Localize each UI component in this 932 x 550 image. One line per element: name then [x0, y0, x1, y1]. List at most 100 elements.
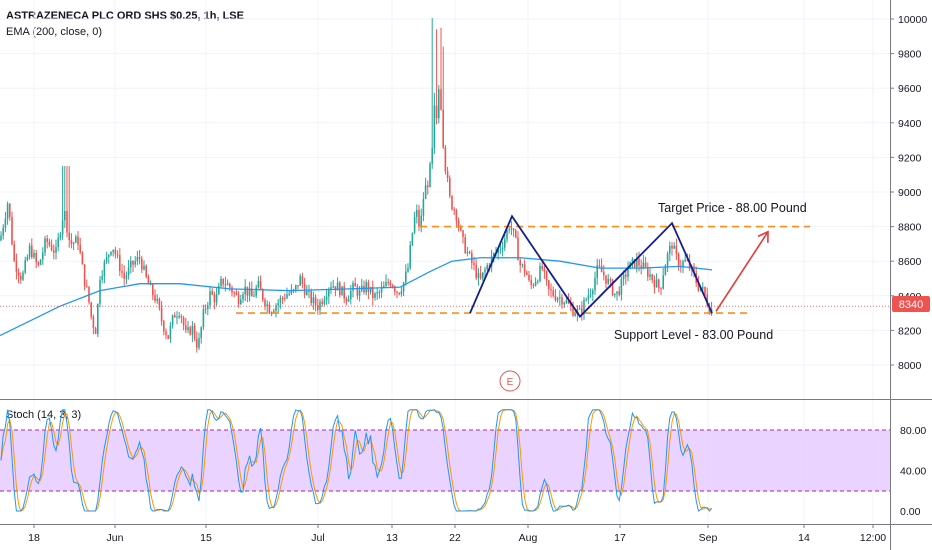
- candle-body: [101, 275, 103, 280]
- candle-body: [638, 258, 640, 266]
- candle-body: [306, 291, 308, 295]
- candle-body: [149, 284, 152, 286]
- double-top-pattern: [469, 214, 713, 318]
- candle-body: [704, 286, 706, 295]
- candle-body: [198, 338, 200, 348]
- candle-body: [578, 308, 581, 310]
- event-marker[interactable]: E: [499, 370, 521, 392]
- stoch-axis[interactable]: 80.00 40.00 0.00: [900, 425, 926, 518]
- support-level-label: Support Level - 83.00 Pound: [614, 328, 773, 342]
- candle-body: [431, 147, 433, 164]
- candle-body: [501, 247, 504, 250]
- stoch-pane: [0, 429, 890, 492]
- candle-body: [581, 308, 583, 314]
- candle-body: [697, 282, 700, 291]
- candle-body: [77, 236, 79, 245]
- candle-body: [152, 284, 154, 296]
- candle-body: [378, 292, 381, 294]
- candle-body: [433, 105, 436, 148]
- candle-body: [253, 295, 255, 297]
- projection-arrow-head: [757, 230, 769, 243]
- candle-body: [380, 287, 383, 293]
- candle-body: [416, 209, 418, 217]
- candle-body: [444, 147, 447, 172]
- candle-body: [603, 272, 605, 276]
- price-tick-label: 8000: [898, 360, 922, 372]
- candle-body: [510, 228, 513, 230]
- candle-body: [20, 275, 22, 280]
- current-price-tag: 8340: [892, 296, 930, 312]
- candle-body: [127, 267, 130, 276]
- candle-body: [508, 229, 510, 231]
- time-tick-label: 12:00: [860, 532, 886, 544]
- candle-body: [143, 265, 145, 270]
- candle-body: [468, 251, 471, 253]
- candle-body: [297, 285, 299, 287]
- candle-body: [6, 203, 9, 219]
- candle-body: [528, 274, 530, 281]
- candle-body: [451, 195, 453, 210]
- candle-body: [288, 293, 290, 295]
- candle-body: [479, 273, 482, 279]
- candle-body: [706, 294, 708, 306]
- candle-body: [506, 230, 508, 240]
- candle-body: [158, 298, 161, 309]
- candle-body: [693, 266, 695, 274]
- candle-body: [347, 299, 350, 302]
- candle-body: [523, 264, 526, 273]
- time-tick-label: Jun: [107, 532, 124, 544]
- candle-body: [303, 284, 306, 295]
- event-marker-label: E: [507, 377, 514, 388]
- candle-body: [264, 299, 266, 307]
- price-tick-label: 8800: [898, 222, 922, 234]
- candle-body: [424, 185, 427, 199]
- candle-body: [422, 198, 425, 216]
- price-tick-label: 9400: [898, 118, 922, 130]
- candle-body: [130, 260, 132, 268]
- time-axis[interactable]: 18 Jun 15 Jul 13 22 Aug 17 Sep 14 12:00: [28, 524, 886, 544]
- candle-body: [50, 245, 53, 251]
- time-tick-label: 15: [200, 532, 212, 544]
- candle-body: [64, 211, 66, 221]
- candle-body: [66, 211, 68, 233]
- candle-body: [246, 286, 249, 296]
- price-tick-label: 10000: [898, 14, 927, 26]
- candle-body: [526, 272, 528, 275]
- candle-body: [387, 281, 389, 283]
- candle-body: [171, 315, 174, 326]
- candle-body: [163, 321, 165, 332]
- candle-body: [394, 287, 396, 292]
- candle-body: [625, 274, 627, 277]
- candle-body: [708, 305, 711, 314]
- projection-arrow-line: [715, 231, 769, 312]
- candle-body: [396, 291, 398, 293]
- candle-body: [482, 272, 484, 279]
- time-tick-label: Sep: [699, 532, 718, 544]
- candle-body: [169, 325, 172, 339]
- price-tick-label: 9800: [898, 49, 922, 61]
- candle-body: [59, 234, 62, 238]
- candle-body: [677, 254, 680, 267]
- candle-body: [405, 271, 407, 283]
- candle-body: [167, 335, 169, 339]
- price-tick-label: 9000: [898, 187, 922, 199]
- candle-body: [61, 220, 64, 235]
- candle-body: [97, 303, 99, 334]
- candle-body: [365, 282, 367, 293]
- candle-body: [75, 236, 77, 243]
- candle-body: [655, 279, 658, 288]
- candle-body: [658, 279, 660, 288]
- candle-body: [504, 239, 506, 248]
- candle-body: [0, 235, 2, 241]
- candle-body: [684, 259, 686, 262]
- candle-body: [328, 289, 330, 297]
- candle-body: [218, 285, 220, 295]
- candle-body: [548, 280, 550, 290]
- candle-body: [330, 287, 332, 290]
- candle-body: [486, 265, 488, 270]
- candle-body: [530, 280, 532, 285]
- candle-body: [466, 251, 469, 254]
- price-axis[interactable]: 1000098009600940092009000880086008400820…: [890, 14, 927, 372]
- candle-body: [301, 276, 304, 285]
